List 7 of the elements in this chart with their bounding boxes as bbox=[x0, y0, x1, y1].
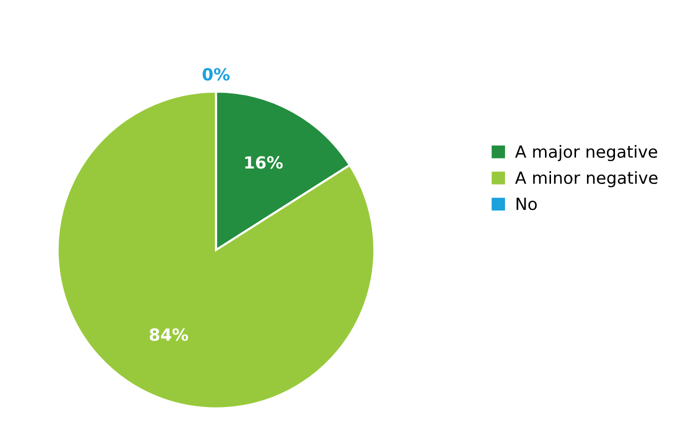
legend-label: A major negative bbox=[515, 145, 658, 162]
pie-slice bbox=[56, 90, 376, 410]
data-label: 84% bbox=[150, 328, 188, 341]
data-label: 16% bbox=[245, 156, 283, 169]
text: 0% bbox=[202, 68, 230, 81]
legend-label: A minor negative bbox=[515, 171, 658, 188]
legend-label: No bbox=[516, 198, 537, 210]
